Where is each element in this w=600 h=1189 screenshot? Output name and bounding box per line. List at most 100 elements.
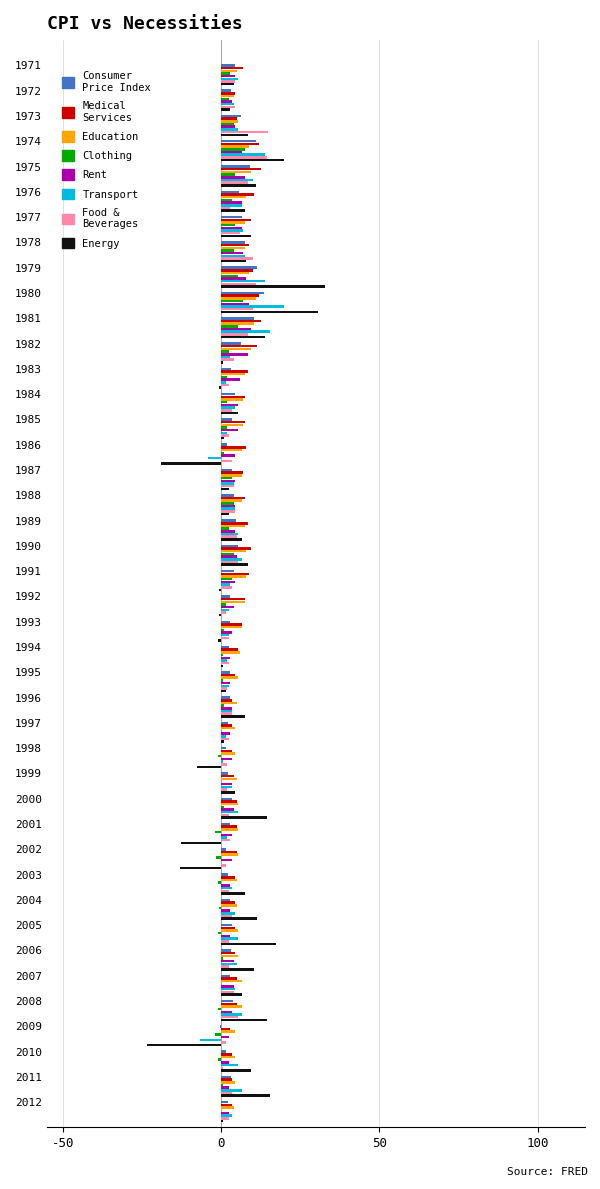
Bar xyxy=(221,75,235,77)
Bar xyxy=(221,1056,235,1058)
Bar xyxy=(221,784,232,786)
Bar xyxy=(221,398,243,401)
Bar xyxy=(221,912,235,914)
Bar xyxy=(221,930,238,932)
Bar xyxy=(221,277,246,279)
Bar xyxy=(221,901,235,904)
Bar xyxy=(218,932,221,935)
Bar xyxy=(221,539,242,541)
Bar xyxy=(221,892,245,894)
Bar xyxy=(221,609,229,611)
Bar xyxy=(221,449,242,452)
Bar xyxy=(221,986,233,988)
Bar xyxy=(221,1101,227,1103)
Bar xyxy=(221,1002,237,1005)
Bar xyxy=(221,199,232,201)
Bar xyxy=(221,367,231,370)
Bar xyxy=(221,115,241,118)
Bar xyxy=(221,914,232,917)
Bar xyxy=(221,310,317,313)
Bar xyxy=(221,1095,270,1097)
Bar xyxy=(221,224,235,226)
Bar xyxy=(221,955,238,957)
Bar xyxy=(221,1061,229,1064)
Bar xyxy=(221,600,245,603)
Bar xyxy=(221,244,250,246)
Bar xyxy=(221,685,229,687)
Bar xyxy=(221,73,230,75)
Bar xyxy=(221,829,238,831)
Bar xyxy=(221,216,242,219)
Bar xyxy=(221,757,232,760)
Bar xyxy=(221,69,237,73)
Bar xyxy=(221,813,229,816)
Bar xyxy=(221,95,233,97)
Bar xyxy=(216,856,221,858)
Bar xyxy=(221,120,238,122)
Bar xyxy=(221,184,256,187)
Bar xyxy=(221,646,229,648)
Bar xyxy=(221,993,242,996)
Bar xyxy=(221,122,233,125)
Bar xyxy=(221,97,229,100)
Bar xyxy=(221,1118,229,1120)
Bar xyxy=(181,842,221,844)
Bar xyxy=(220,589,221,591)
Bar xyxy=(221,384,229,386)
Bar xyxy=(221,674,235,677)
Bar xyxy=(221,656,230,659)
Bar xyxy=(221,403,238,407)
Bar xyxy=(221,508,235,510)
Bar xyxy=(221,149,245,151)
Bar xyxy=(221,1114,232,1116)
Bar xyxy=(221,1036,229,1038)
Bar xyxy=(221,131,268,133)
Bar xyxy=(221,474,242,477)
Bar xyxy=(221,221,245,224)
Bar xyxy=(221,126,235,128)
Bar xyxy=(221,629,224,631)
Bar xyxy=(221,555,237,558)
Bar xyxy=(221,432,227,434)
Legend: Consumer
Price Index, Medical
Services, Education, Clothing, Rent, Transport, Fo: Consumer Price Index, Medical Services, … xyxy=(58,67,155,253)
Bar xyxy=(221,732,230,735)
Bar xyxy=(221,811,238,813)
Bar xyxy=(221,749,232,753)
Bar xyxy=(221,1083,223,1087)
Bar xyxy=(221,681,230,685)
Bar xyxy=(221,171,251,174)
Bar xyxy=(221,1019,267,1021)
Bar xyxy=(221,990,233,993)
Bar xyxy=(221,963,237,965)
Bar xyxy=(221,1106,233,1109)
Bar xyxy=(221,940,229,943)
Bar xyxy=(221,1013,242,1015)
Bar xyxy=(221,1042,226,1044)
Bar xyxy=(218,1058,221,1061)
Bar xyxy=(221,761,223,763)
Bar xyxy=(221,194,254,196)
Bar xyxy=(221,603,226,605)
Bar xyxy=(221,1120,223,1122)
Bar xyxy=(221,1005,242,1007)
Bar xyxy=(221,495,234,497)
Bar xyxy=(221,427,227,429)
Bar xyxy=(221,376,227,378)
Bar xyxy=(221,317,254,320)
Bar xyxy=(221,702,237,704)
Bar xyxy=(220,386,221,389)
Bar xyxy=(221,401,227,403)
Bar xyxy=(221,949,231,951)
Bar xyxy=(221,975,230,977)
Bar xyxy=(221,118,237,120)
Bar xyxy=(221,960,233,962)
Bar xyxy=(215,831,221,833)
Bar xyxy=(221,250,233,252)
Bar xyxy=(221,772,228,775)
Bar xyxy=(221,977,237,980)
Bar xyxy=(221,485,233,487)
Bar xyxy=(221,654,223,656)
Bar xyxy=(221,904,237,906)
Bar xyxy=(221,380,226,384)
Bar xyxy=(221,279,265,282)
